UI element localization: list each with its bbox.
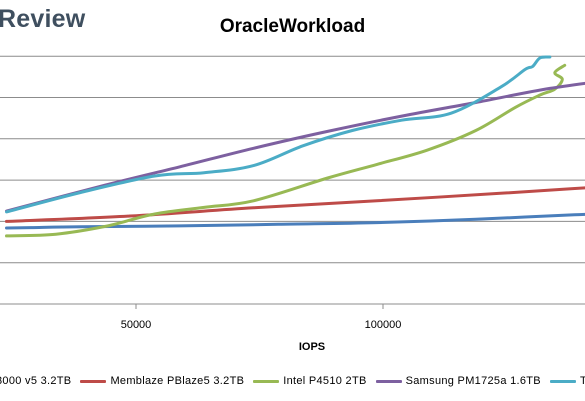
chart-legend: 3000 v5 3.2TB Memblaze PBlaze5 3.2TB Intel… bbox=[0, 372, 585, 390]
legend-item-2: Memblaze PBlaze5 3.2TB bbox=[80, 375, 244, 387]
legend-label: Samsung PM1725a 1.6TB bbox=[405, 375, 541, 387]
legend-swatch bbox=[253, 379, 280, 383]
axes bbox=[0, 303, 585, 309]
series-line-5 bbox=[5, 55, 552, 214]
series-line-4 bbox=[5, 81, 585, 213]
gridlines bbox=[0, 55, 585, 264]
legend-swatch bbox=[375, 379, 402, 383]
series-lines bbox=[5, 55, 585, 238]
x-tick-label: 50000 bbox=[121, 319, 152, 331]
legend-item-3: Intel P4510 2TB bbox=[253, 375, 366, 387]
legend-label: Memblaze PBlaze5 3.2TB bbox=[110, 375, 245, 387]
brand-logo-text: Review bbox=[0, 5, 86, 33]
x-axis-label: IOPS bbox=[299, 341, 325, 353]
legend-label: Intel P4510 2TB bbox=[283, 375, 367, 387]
legend-item-1: 3000 v5 3.2TB bbox=[0, 375, 71, 387]
legend-swatch bbox=[549, 379, 576, 383]
series-line-3 bbox=[5, 63, 567, 238]
legend-swatch bbox=[80, 379, 107, 383]
legend-item-5: Tos bbox=[549, 375, 585, 387]
chart-title: OracleWorkload bbox=[0, 16, 585, 38]
series-line-1 bbox=[5, 212, 585, 230]
x-tick-label: 100000 bbox=[365, 319, 402, 331]
legend-label: Tos bbox=[579, 375, 585, 387]
chart-title-text: OracleWorkload bbox=[219, 16, 366, 37]
legend-label: 3000 v5 3.2TB bbox=[0, 375, 72, 387]
x-tick-labels: 50000100000150000200000250000 bbox=[121, 319, 402, 331]
series-line-2 bbox=[5, 186, 585, 223]
legend-item-4: Samsung PM1725a 1.6TB bbox=[375, 375, 541, 387]
